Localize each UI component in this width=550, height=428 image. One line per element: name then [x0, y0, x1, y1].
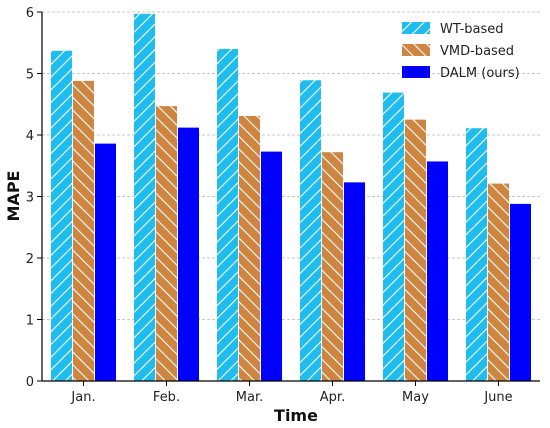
bar-wt-based-4 — [383, 92, 404, 381]
legend-swatch — [402, 66, 430, 78]
y-tick-label: 4 — [26, 129, 34, 144]
y-tick-label: 3 — [26, 191, 34, 206]
bar-wt-based-2 — [217, 48, 238, 382]
bar-vmd-based-5 — [488, 183, 509, 381]
bar-wt-based-3 — [300, 80, 321, 381]
legend-swatch — [402, 22, 430, 34]
bar-dalm-ours-1 — [178, 127, 199, 382]
bar-wt-based-0 — [51, 50, 72, 382]
x-tick-label: Feb. — [153, 390, 180, 405]
bar-vmd-based-4 — [405, 119, 426, 381]
axes — [37, 11, 540, 386]
y-tick-label: 5 — [26, 68, 34, 83]
bar-vmd-based-0 — [73, 80, 94, 381]
grid-lines — [42, 11, 540, 320]
legend-label: VMD-based — [440, 44, 514, 59]
bar-dalm-ours-5 — [510, 203, 531, 381]
legend-label: WT-based — [440, 22, 504, 37]
bars — [51, 13, 531, 382]
y-tick-label: 6 — [26, 6, 34, 21]
bar-vmd-based-3 — [322, 152, 343, 381]
x-tick-label: June — [483, 390, 512, 405]
legend: WT-based VMD-based DALM (ours) — [402, 22, 520, 81]
bar-dalm-ours-0 — [95, 143, 116, 381]
bar-dalm-ours-4 — [427, 161, 448, 381]
legend-label: DALM (ours) — [440, 66, 520, 81]
legend-swatch — [402, 44, 430, 56]
bar-wt-based-1 — [134, 13, 155, 381]
bar-dalm-ours-3 — [344, 182, 365, 381]
x-tick-label: Mar. — [236, 390, 263, 405]
x-axis-title: Time — [274, 406, 318, 425]
x-tick-label: Apr. — [320, 390, 345, 405]
bar-dalm-ours-2 — [261, 151, 282, 381]
y-tick-label: 1 — [26, 314, 34, 329]
y-tick-label: 2 — [26, 252, 34, 267]
bar-wt-based-5 — [466, 128, 487, 381]
bar-vmd-based-1 — [156, 106, 177, 381]
y-axis-title: MAPE — [4, 171, 23, 222]
x-tick-label: Jan. — [70, 390, 95, 405]
x-tick-label: May — [402, 390, 429, 405]
tick-labels: 0 1 2 3 4 5 6 Jan. Feb. Mar. Apr. May June — [26, 6, 513, 405]
bar-vmd-based-2 — [239, 115, 260, 381]
y-tick-label: 0 — [26, 375, 34, 390]
